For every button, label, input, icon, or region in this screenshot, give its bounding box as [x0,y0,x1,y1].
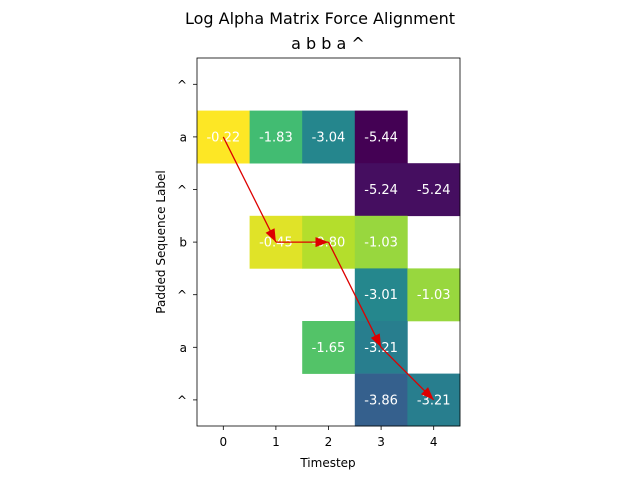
y-tick-label: ^ [177,183,187,197]
alignment-arrow-head [420,387,434,400]
x-tick-label: 2 [325,435,333,449]
alignment-arrow-line [327,241,382,348]
y-tick-label: a [180,130,187,144]
heatmap-cell [354,215,408,269]
heatmap-cell [354,163,408,217]
cell-value-label: -1.65 [312,341,346,356]
chart-subtitle: a b b a ^ [291,34,365,53]
alignment-arrow-head [370,333,382,348]
cell-value-label: -1.03 [364,236,398,251]
heatmap-cell [354,110,408,164]
heatmap-cell [302,321,356,374]
cell-value-label: -5.24 [364,183,398,198]
heatmap-cell [249,110,303,164]
x-tick-label: 3 [377,435,385,449]
x-axis-ticks: 0 1 2 3 4 [219,426,438,449]
cell-value-label: -3.01 [364,288,398,303]
x-tick-label: 1 [272,435,280,449]
alignment-arrow-head [315,237,329,248]
chart-title: Log Alpha Matrix Force Alignment [185,9,455,28]
y-tick-label: ^ [177,78,187,92]
y-tick-label: b [179,236,187,250]
y-axis-label: Padded Sequence Label [154,170,168,313]
x-axis-label: Timestep [299,456,355,470]
heatmap-cell [354,373,408,427]
heatmap-cells [197,110,461,427]
heatmap-cell [302,110,356,164]
cell-value-label: -5.24 [417,183,451,198]
cell-value-label: -3.04 [312,130,346,145]
x-tick-label: 4 [430,435,438,449]
alignment-arrow-head [265,228,276,243]
cell-value-label: -1.03 [417,288,451,303]
cell-value-labels: -0.22 -1.83 -3.04 -5.44-5.24 -5.24-0.45 -0.80… [206,130,450,408]
cell-value-label: -3.21 [417,393,451,408]
cell-value-label: -3.21 [364,341,398,356]
cell-value-label: -1.83 [259,130,293,145]
cell-value-label: -0.45 [259,236,293,251]
y-tick-label: a [180,341,187,355]
y-tick-label: ^ [177,288,187,302]
y-tick-label: ^ [177,393,187,407]
cell-value-label: -5.44 [364,130,398,145]
heatmap-cell [407,268,461,322]
heatmap-cell [407,163,461,217]
y-axis-ticks: ^ a ^ b ^ a ^ [177,78,197,407]
cell-value-label: -3.86 [364,393,398,408]
x-tick-label: 0 [219,435,227,449]
alignment-arrow-line [222,136,277,243]
alignment-path [222,136,435,401]
